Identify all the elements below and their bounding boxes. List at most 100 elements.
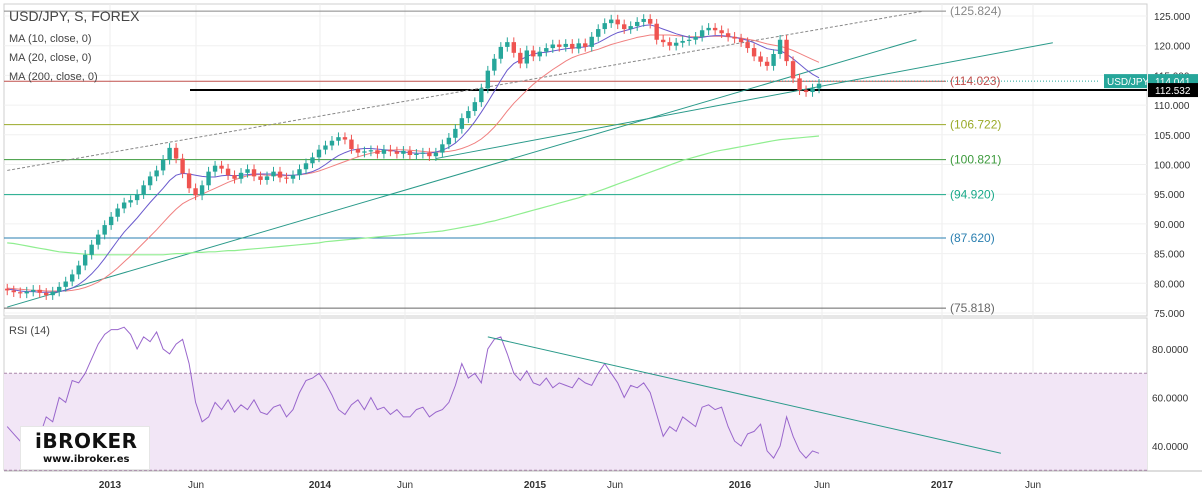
candle-body [686, 39, 692, 41]
candle-body [433, 152, 439, 157]
price-tag-pair: USD/JPY [1107, 77, 1150, 88]
candle-body [472, 102, 478, 112]
x-tick-label: 2016 [729, 480, 752, 491]
candle-body [232, 175, 237, 179]
candle-body [518, 52, 523, 64]
candle-body [492, 58, 497, 71]
candle-body [557, 44, 562, 47]
candle-body [719, 30, 724, 34]
candle-body [485, 70, 491, 89]
candle-body [245, 169, 250, 173]
price-tick-label: 90.000 [1154, 220, 1185, 231]
candle-body [102, 225, 107, 235]
x-tick-label: Jun [188, 480, 204, 491]
candle-body [790, 61, 796, 79]
rsi-line [6, 326, 820, 459]
overlay-label: MA (200, close, 0) [9, 71, 98, 83]
x-tick-label: 2017 [931, 480, 954, 491]
candle-body [336, 137, 341, 141]
candle-body [154, 170, 159, 177]
candle-body [394, 151, 400, 154]
price-tick-label: 95.000 [1154, 190, 1185, 201]
level-label: (125.824) [950, 4, 1001, 18]
candle-body [24, 291, 29, 294]
rsi-band [4, 373, 1147, 471]
candle-body [18, 292, 23, 294]
candle-body [310, 157, 315, 164]
candle-body [524, 50, 529, 64]
candle-body [712, 27, 718, 31]
candle-body [628, 26, 633, 30]
candle-body [673, 42, 679, 46]
candle-body [745, 42, 750, 49]
candle-body [63, 281, 68, 287]
price-tick-label: 80.000 [1154, 279, 1185, 290]
candle-body [355, 149, 361, 153]
candle-body [44, 292, 49, 296]
candle-body [777, 39, 783, 55]
candle-body [420, 152, 426, 154]
rsi-trendline-0 [487, 336, 1001, 454]
candle-body [5, 288, 10, 291]
candle-body [238, 172, 244, 179]
candle-body [654, 23, 659, 40]
candle-body [316, 149, 322, 158]
candle-body [160, 159, 166, 171]
candle-body [31, 289, 36, 292]
price-tick-label: 85.000 [1154, 250, 1185, 261]
candle-body [771, 54, 776, 66]
candle-body [329, 140, 335, 146]
candle-body [738, 38, 744, 43]
candle-body [251, 169, 257, 177]
level-label: (114.023) [950, 74, 1000, 88]
candle-body [706, 27, 711, 31]
chart-title: USD/JPY, S, FOREX [9, 8, 140, 24]
candle-body [76, 265, 81, 275]
price-tick-label: 110.000 [1154, 101, 1190, 112]
candle-body [297, 169, 302, 176]
candle-body [660, 39, 666, 43]
overlay-label: MA (10, close, 0) [9, 33, 92, 45]
candle-body [193, 188, 198, 196]
x-tick-label: Jun [607, 480, 623, 491]
candle-body [641, 18, 646, 22]
candle-body [440, 144, 445, 153]
candle-body [511, 42, 517, 53]
candle-body [810, 88, 815, 93]
candle-body [615, 19, 620, 25]
price-tick-label: 105.000 [1154, 131, 1191, 142]
candle-body [115, 208, 120, 217]
price-tick-label: 120.000 [1154, 42, 1191, 53]
candle-body [751, 48, 757, 57]
candle-body [128, 200, 133, 203]
candle-body [453, 128, 458, 138]
candle-body [362, 151, 367, 153]
candle-body [277, 171, 283, 178]
candle-body [82, 254, 88, 266]
candle-body [50, 291, 55, 296]
logo-title: iBROKER [35, 429, 138, 453]
ibroker-logo: iBROKER www.ibroker.es [20, 426, 150, 470]
candle-body [466, 111, 471, 119]
logo-url: www.ibroker.es [43, 454, 130, 465]
ma200-line [7, 135, 820, 256]
candle-body [446, 137, 452, 145]
level-label: (94.920) [950, 188, 995, 202]
candle-body [589, 36, 594, 47]
overlay-label: MA (20, close, 0) [9, 52, 92, 64]
candle-body [531, 50, 536, 57]
candle-body [388, 149, 393, 152]
candle-body [596, 29, 601, 37]
x-tick-label: Jun [1025, 480, 1041, 491]
price-tick-label: 100.000 [1154, 161, 1191, 172]
candle-body [375, 150, 380, 154]
candle-body [271, 171, 276, 177]
rsi-tick-label: 40.0000 [1152, 442, 1189, 453]
candle-body [693, 36, 698, 40]
candle-body [764, 61, 770, 66]
x-tick-label: Jun [397, 480, 413, 491]
candle-body [349, 139, 354, 150]
x-tick-label: Jun [814, 480, 830, 491]
